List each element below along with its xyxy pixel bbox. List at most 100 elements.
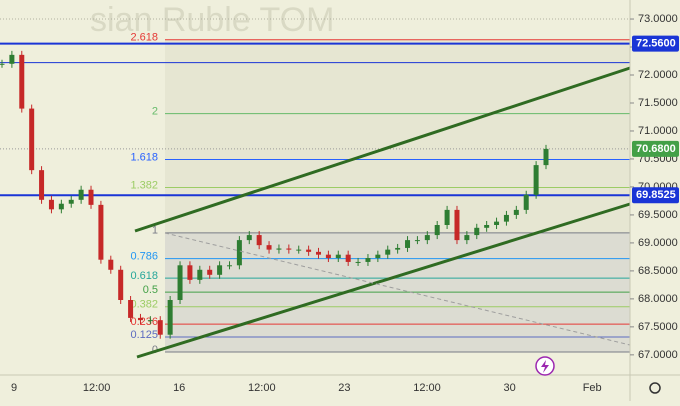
candle-body xyxy=(108,259,114,270)
candle-body xyxy=(187,265,193,280)
y-tick-label: 67.0000 xyxy=(638,349,678,361)
channel-upper xyxy=(134,66,631,233)
candle-body xyxy=(167,300,173,335)
y-tick-label: 71.0000 xyxy=(638,125,678,137)
candle-body xyxy=(276,248,282,250)
candle-body xyxy=(365,258,371,262)
y-tick-label: 69.5000 xyxy=(638,209,678,221)
candle-body xyxy=(494,221,500,225)
x-tick-label: 9 xyxy=(11,382,17,394)
candle-body xyxy=(533,165,539,195)
candle-body xyxy=(385,249,391,255)
candle-body xyxy=(474,227,480,236)
lines: 00.1250.2360.3820.50.6180.78611.3821.618… xyxy=(0,18,630,356)
candle-body xyxy=(335,254,341,259)
channel-lower xyxy=(136,202,631,359)
candle-body xyxy=(306,249,312,252)
candle-body xyxy=(266,245,272,250)
price-tag-label: 72.5600 xyxy=(636,38,676,50)
candle-body xyxy=(0,63,5,65)
candle-body xyxy=(217,265,223,275)
x-tick-label: 16 xyxy=(173,382,185,394)
candle-body xyxy=(68,199,74,204)
candle-body xyxy=(355,261,361,263)
candle-body xyxy=(316,251,322,255)
x-tick-label: 12:00 xyxy=(248,382,276,394)
trend-dashed xyxy=(164,232,631,346)
settings-icon[interactable] xyxy=(649,382,661,394)
candle-body xyxy=(543,148,549,166)
candle-body xyxy=(256,235,262,246)
fib-label: 0.618 xyxy=(130,270,158,282)
y-tick-label: 68.0000 xyxy=(638,293,678,305)
candle-body xyxy=(147,320,153,322)
fib-label: 0.125 xyxy=(130,329,158,341)
y-tick-label: 68.5000 xyxy=(638,265,678,277)
candle-body xyxy=(434,225,440,236)
candle-body xyxy=(454,209,460,241)
candle-body xyxy=(48,199,54,210)
y-tick-label: 73.0000 xyxy=(638,13,678,25)
candle-body xyxy=(405,240,411,248)
candle-body xyxy=(444,209,450,225)
y-tick-label: 67.5000 xyxy=(638,321,678,333)
price-tag-label: 70.6800 xyxy=(636,143,676,155)
candle-body xyxy=(296,249,302,251)
fib-label: 2.618 xyxy=(130,32,158,44)
candle-body xyxy=(523,194,529,210)
x-tick-label: Feb xyxy=(583,382,602,394)
candle-body xyxy=(207,269,213,275)
candle-body xyxy=(177,265,183,300)
candle-body xyxy=(197,269,203,280)
candle-body xyxy=(503,214,509,222)
candle-body xyxy=(424,235,430,241)
candle-body xyxy=(286,248,292,250)
candle-body xyxy=(236,240,242,266)
candle-body xyxy=(58,203,64,210)
candle-body xyxy=(325,254,331,259)
candle-body xyxy=(226,265,232,267)
candle-body xyxy=(19,54,25,109)
candle-body xyxy=(78,189,84,200)
fib-label: 0.5 xyxy=(143,284,158,296)
candle-body xyxy=(88,189,94,205)
x-tick-label: 30 xyxy=(503,382,515,394)
candle-body xyxy=(157,320,163,335)
candle-body xyxy=(375,254,381,259)
candle-body xyxy=(395,247,401,250)
y-tick-label: 69.0000 xyxy=(638,237,678,249)
price-tag-label: 69.8525 xyxy=(636,189,676,201)
x-tick-label: 12:00 xyxy=(413,382,441,394)
fib-label: 0.786 xyxy=(130,250,158,262)
candle-body xyxy=(137,317,143,321)
candle-body xyxy=(9,54,15,64)
candles xyxy=(0,50,549,339)
x-tick-label: 12:00 xyxy=(83,382,111,394)
price-tag xyxy=(632,187,679,204)
candle-body xyxy=(414,240,420,242)
candle-body xyxy=(345,254,351,262)
candle-body xyxy=(513,209,519,215)
candle-body xyxy=(98,204,104,260)
candle-body xyxy=(118,269,124,300)
candle-body xyxy=(29,108,35,171)
fib-label: 1 xyxy=(152,225,158,237)
event-bolt xyxy=(541,360,549,373)
candle-body xyxy=(128,300,134,318)
fib-label: 1.382 xyxy=(130,179,158,191)
fib-label: 0.236 xyxy=(130,316,158,328)
fib-label: 0.382 xyxy=(130,299,158,311)
candle-body xyxy=(464,235,470,241)
price-tag xyxy=(632,140,679,157)
watermark: sian Ruble TOM xyxy=(90,1,334,39)
x-tick-label: 23 xyxy=(338,382,350,394)
y-tick-label: 72.0000 xyxy=(638,69,678,81)
fib-label: 1.618 xyxy=(130,151,158,163)
price-tag xyxy=(632,35,679,52)
candle-body xyxy=(484,225,490,228)
y-tick-label: 71.5000 xyxy=(638,97,678,109)
candle-body xyxy=(246,235,252,241)
candle-body xyxy=(39,170,45,200)
